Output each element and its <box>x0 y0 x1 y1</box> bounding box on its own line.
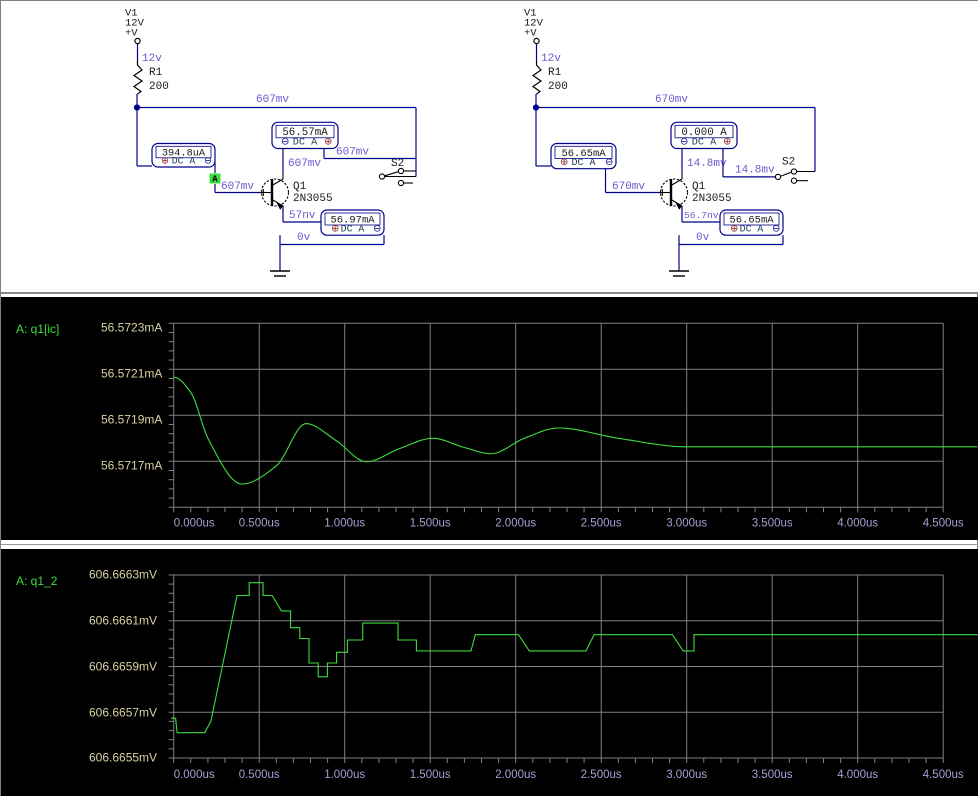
svg-text:670mv: 670mv <box>612 181 645 193</box>
svg-text:⊖: ⊖ <box>772 224 780 235</box>
svg-text:DC A: DC A <box>571 158 595 169</box>
svg-text:R1: R1 <box>548 67 562 79</box>
svg-text:⊖: ⊖ <box>605 157 613 168</box>
svg-text:2N3055: 2N3055 <box>692 193 732 205</box>
svg-text:⊕: ⊕ <box>560 157 568 168</box>
svg-text:2.000us: 2.000us <box>495 518 536 530</box>
svg-text:⊕: ⊕ <box>730 224 738 235</box>
svg-text:1.500us: 1.500us <box>410 518 451 530</box>
svg-text:1.000us: 1.000us <box>324 518 365 530</box>
svg-text:⊖: ⊖ <box>680 138 688 149</box>
svg-text:606.6659mV: 606.6659mV <box>89 660 157 674</box>
svg-text:0.500us: 0.500us <box>239 769 280 781</box>
svg-text:+V: +V <box>524 28 537 40</box>
svg-text:S2: S2 <box>782 157 795 169</box>
svg-text:606.6661mV: 606.6661mV <box>89 614 157 628</box>
svg-text:670mv: 670mv <box>655 94 688 106</box>
svg-text:0.000us: 0.000us <box>174 518 215 530</box>
svg-text:606.6663mV: 606.6663mV <box>89 568 157 582</box>
svg-text:2.500us: 2.500us <box>581 518 622 530</box>
svg-text:3.000us: 3.000us <box>666 769 707 781</box>
svg-text:14.8mv: 14.8mv <box>735 165 775 177</box>
svg-text:Q1: Q1 <box>692 181 706 193</box>
svg-text:14.8mv: 14.8mv <box>687 158 727 170</box>
svg-text:200: 200 <box>548 81 568 93</box>
svg-text:2.000us: 2.000us <box>495 769 536 781</box>
svg-text:1.500us: 1.500us <box>410 769 451 781</box>
svg-text:4.500us: 4.500us <box>923 518 964 530</box>
svg-text:3.500us: 3.500us <box>752 518 793 530</box>
svg-text:DC A: DC A <box>740 224 764 235</box>
svg-text:12v: 12v <box>541 53 561 65</box>
svg-text:DC A: DC A <box>692 138 717 149</box>
svg-text:56.5723mA: 56.5723mA <box>101 321 162 335</box>
svg-text:2.500us: 2.500us <box>581 769 622 781</box>
svg-text:4.500us: 4.500us <box>923 769 964 781</box>
svg-text:4.000us: 4.000us <box>837 769 878 781</box>
svg-text:A: q1[ic]: A: q1[ic] <box>16 322 59 336</box>
svg-text:A: q1_2: A: q1_2 <box>16 574 58 588</box>
svg-text:56.5721mA: 56.5721mA <box>101 367 162 381</box>
svg-text:1.000us: 1.000us <box>324 769 365 781</box>
svg-text:0v: 0v <box>696 232 710 244</box>
svg-text:0.000us: 0.000us <box>174 769 215 781</box>
svg-text:⊕: ⊕ <box>723 138 731 149</box>
svg-text:606.6655mV: 606.6655mV <box>89 751 157 765</box>
svg-text:3.500us: 3.500us <box>752 769 793 781</box>
svg-text:4.000us: 4.000us <box>837 518 878 530</box>
svg-text:606.6657mV: 606.6657mV <box>89 706 157 720</box>
svg-text:0.500us: 0.500us <box>239 518 280 530</box>
svg-text:56.5717mA: 56.5717mA <box>101 459 162 473</box>
svg-text:56.5719mA: 56.5719mA <box>101 413 162 427</box>
svg-text:56.7nv: 56.7nv <box>684 210 719 221</box>
svg-text:3.000us: 3.000us <box>666 518 707 530</box>
